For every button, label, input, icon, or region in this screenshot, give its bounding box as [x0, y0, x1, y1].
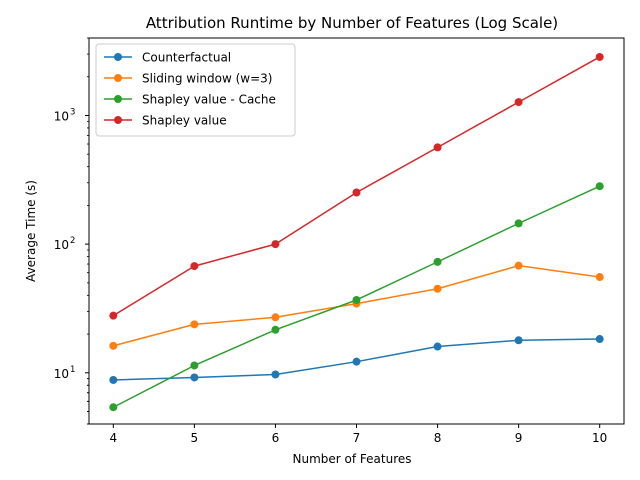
- x-tick-label-5: 9: [515, 431, 523, 445]
- series-3-point-6: [595, 52, 604, 61]
- series-0-point-6: [595, 335, 604, 344]
- series-2-point-2: [271, 325, 280, 334]
- series-2-point-4: [433, 257, 442, 266]
- y-tick-exp-0: 1: [70, 365, 75, 375]
- y-tick-base-2: 10: [54, 109, 69, 123]
- x-tick-label-3: 7: [353, 431, 361, 445]
- series-1-point-0: [109, 341, 118, 350]
- series-2-point-6: [595, 182, 604, 191]
- series-0-point-5: [514, 336, 523, 345]
- series-1-point-6: [595, 273, 604, 282]
- legend-marker-2: [114, 95, 122, 103]
- series-0-point-1: [190, 373, 199, 382]
- x-tick-label-4: 8: [434, 431, 442, 445]
- legend-label-0: Counterfactual: [142, 51, 231, 65]
- y-axis-label: Average Time (s): [24, 180, 38, 282]
- series-1-point-1: [190, 320, 199, 329]
- series-3-point-2: [271, 240, 280, 249]
- series-2-point-1: [190, 361, 199, 370]
- x-tick-label-0: 4: [109, 431, 117, 445]
- y-tick-base-1: 10: [54, 238, 69, 252]
- series-2-point-5: [514, 219, 523, 228]
- series-0-point-4: [433, 342, 442, 351]
- series-3-point-3: [352, 188, 361, 197]
- legend-label-2: Shapley value - Cache: [142, 93, 276, 107]
- series-3-point-5: [514, 98, 523, 107]
- series-3-point-1: [190, 262, 199, 271]
- series-0-point-2: [271, 370, 280, 379]
- plot-area: [109, 52, 604, 412]
- series-1-point-5: [514, 261, 523, 270]
- chart-title: Attribution Runtime by Number of Feature…: [146, 14, 558, 32]
- legend-marker-3: [114, 116, 122, 124]
- y-tick-exp-1: 2: [70, 236, 75, 246]
- legend: Counterfactual Sliding window (w=3) Shaple…: [95, 43, 296, 137]
- legend-marker-1: [114, 74, 122, 82]
- legend-label-1: Sliding window (w=3): [142, 72, 272, 86]
- series-3-point-0: [109, 311, 118, 320]
- legend-label-3: Shapley value: [142, 114, 227, 128]
- series-1-point-4: [433, 284, 442, 293]
- y-tick-label-1: 10 2: [54, 236, 76, 252]
- series-3-point-4: [433, 143, 442, 152]
- y-tick-label-2: 10 3: [54, 107, 76, 123]
- legend-marker-0: [114, 53, 122, 61]
- y-tick-label-0: 10 1: [54, 365, 76, 381]
- y-tick-base-0: 10: [54, 367, 69, 381]
- x-tick-label-2: 6: [272, 431, 280, 445]
- series-0-point-0: [109, 375, 118, 384]
- legend-box: [95, 43, 296, 137]
- series-2-point-0: [109, 403, 118, 412]
- series-0-point-3: [352, 357, 361, 366]
- y-tick-exp-2: 3: [70, 107, 75, 117]
- x-axis-label: Number of Features: [293, 452, 412, 466]
- x-tick-label-6: 10: [592, 431, 607, 445]
- x-tick-label-1: 5: [191, 431, 199, 445]
- series-1-point-2: [271, 313, 280, 322]
- series-2-point-3: [352, 295, 361, 304]
